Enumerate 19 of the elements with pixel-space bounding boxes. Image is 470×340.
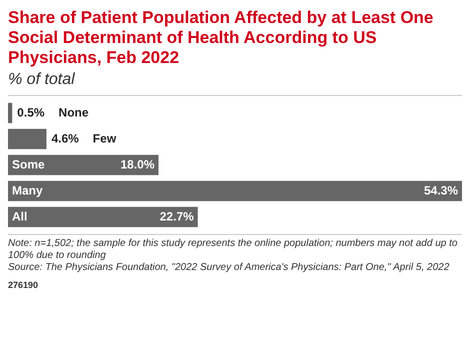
y-tick-label: Few	[92, 131, 117, 146]
bar	[8, 128, 46, 150]
chart-title: Share of Patient Population Affected by at Least One Social Determinant of Health According to US Physicians, Feb 2022	[8, 8, 434, 68]
bar	[8, 180, 462, 202]
source-note: Source: The Physicians Foundation, "2022 Survey of America's Physicians: Part One," April 5, 2022	[8, 262, 450, 274]
data-label: 54.3%	[424, 183, 458, 198]
data-label: 4.6%	[51, 131, 80, 146]
y-tick-label: None	[58, 105, 89, 120]
bar	[8, 206, 198, 228]
y-tick-label: All	[12, 209, 28, 224]
chart-subtitle: % of total	[8, 71, 76, 89]
y-tick-label: Many	[12, 183, 43, 198]
text: 276190	[8, 280, 40, 290]
data-label: 0.5%	[17, 105, 45, 120]
y-tick-label: Some	[12, 157, 46, 172]
text: Note: n=1,502; the sample for this study represents the online population; numbers may not add up to 100% due to rounding	[8, 238, 458, 262]
data-label: 18.0%	[120, 157, 155, 172]
data-label: 22.7%	[160, 209, 194, 224]
bar	[8, 102, 12, 124]
